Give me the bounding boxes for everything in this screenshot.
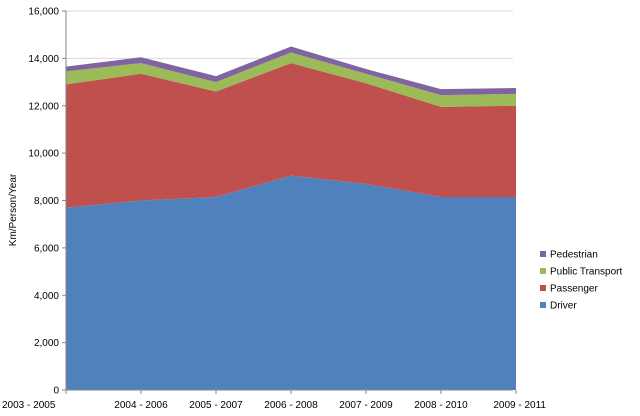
x-tick-label: 2008 - 2010 <box>414 400 468 411</box>
y-tick-label: 12,000 <box>28 101 59 112</box>
x-tick-label: 2009 - 2011 <box>493 400 546 411</box>
x-tick-label: 2007 - 2009 <box>339 400 393 411</box>
axes <box>62 10 517 394</box>
y-tick-label: 8,000 <box>34 196 59 207</box>
y-tick-labels: 0 2,000 4,000 6,000 8,000 10,000 12,000 14,000 1… <box>28 7 59 397</box>
x-tick-label: 2004 - 2006 <box>114 400 168 411</box>
y-tick-label: 6,000 <box>34 243 59 254</box>
y-axis-label: Km/Person/Year <box>8 173 19 246</box>
x-tick-label: 2005 - 2007 <box>189 400 243 411</box>
y-tick-label: 14,000 <box>28 54 59 65</box>
area-public-transport <box>66 52 516 107</box>
y-tick-label: 16,000 <box>28 7 59 18</box>
legend-label-public-transport: Public Transport <box>550 267 622 278</box>
legend-label-passenger: Passenger <box>550 284 598 295</box>
legend-label-driver: Driver <box>550 301 577 312</box>
y-tick-label: 4,000 <box>34 291 59 302</box>
area-pedestrian <box>66 46 516 96</box>
area-series <box>66 46 516 390</box>
area-passenger <box>66 63 516 208</box>
y-tick-label: 0 <box>53 386 59 397</box>
legend-swatch-passenger <box>540 285 546 291</box>
legend-swatch-public-transport <box>540 268 546 274</box>
area-driver <box>66 175 516 390</box>
legend-swatch-driver <box>540 302 546 308</box>
y-tick-label: 10,000 <box>28 149 59 160</box>
x-tick-label: 2003 - 2005 <box>2 400 56 411</box>
legend: Pedestrian Public Transport Passenger Drive… <box>540 250 622 312</box>
x-tick-labels: 2003 - 2005 2004 - 2006 2005 - 2007 2006 - … <box>2 400 546 411</box>
legend-swatch-pedestrian <box>540 251 546 257</box>
x-tick-label: 2006 - 2008 <box>264 400 318 411</box>
y-tick-label: 2,000 <box>34 338 59 349</box>
legend-label-pedestrian: Pedestrian <box>550 250 598 261</box>
